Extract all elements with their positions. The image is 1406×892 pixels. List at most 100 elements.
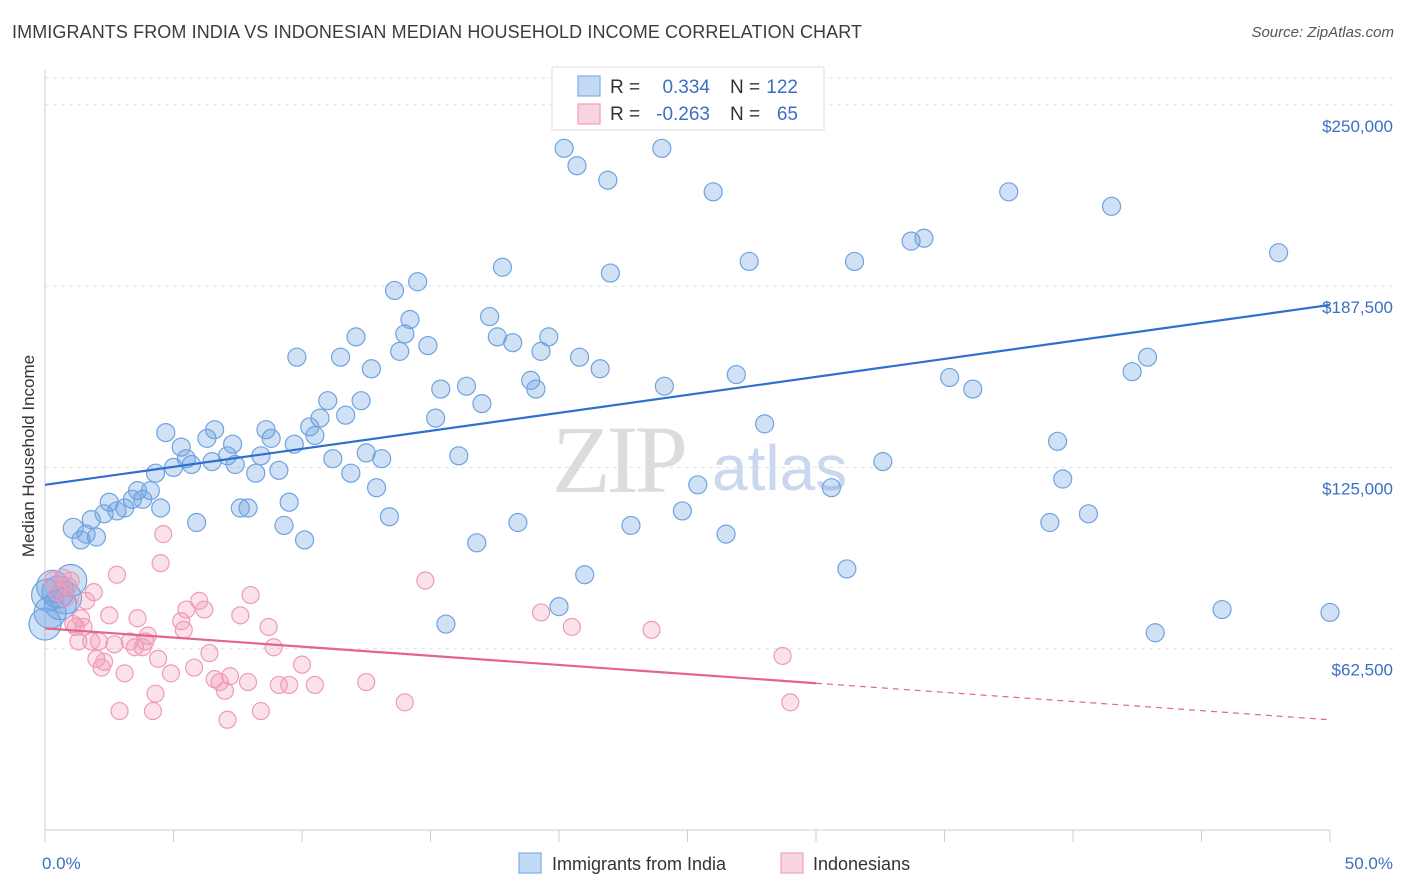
point-indonesians: [259, 617, 278, 637]
point-indonesians: [95, 652, 114, 671]
point-india: [716, 524, 736, 544]
point-india: [1101, 196, 1122, 216]
point-indonesians: [269, 675, 288, 695]
point-india: [575, 565, 595, 585]
axes: [44, 70, 1331, 842]
series-indonesians-points: [43, 525, 800, 729]
point-indonesians: [174, 620, 193, 639]
point-indonesians: [82, 632, 101, 651]
point-indonesians: [220, 667, 240, 686]
point-india: [43, 587, 78, 621]
point-indonesians: [280, 675, 299, 695]
x-tick-label-end: 50.0%: [1345, 854, 1393, 873]
point-indonesians: [190, 591, 209, 610]
point-india: [151, 498, 171, 518]
y-tick-labels: $62,500 $125,000 $187,500 $250,000: [1322, 117, 1393, 680]
point-india: [205, 420, 225, 440]
point-indonesians: [105, 635, 124, 654]
point-india: [395, 324, 415, 344]
point-india: [62, 517, 84, 539]
point-indonesians: [146, 684, 165, 703]
point-india: [1040, 512, 1060, 533]
point-india: [652, 138, 672, 158]
watermark-atlas: atlas: [712, 432, 847, 504]
trend-line-indonesians: [44, 627, 817, 685]
point-indonesians: [231, 606, 250, 625]
point-india: [305, 425, 325, 446]
point-india: [1078, 504, 1099, 524]
point-india: [554, 138, 574, 158]
point-indonesians: [61, 571, 80, 590]
point-indonesians: [210, 672, 229, 692]
legend-label-india: Immigrants from India: [552, 854, 727, 874]
point-india: [366, 478, 387, 498]
stats-box-frame: [551, 66, 825, 131]
point-india: [1268, 243, 1289, 263]
point-indonesians: [100, 606, 119, 625]
point-indonesians: [200, 643, 219, 663]
x-tick-label-start: 0.0%: [42, 854, 81, 873]
point-india: [323, 449, 343, 469]
legend-label-indonesians: Indonesians: [813, 854, 910, 874]
point-india: [176, 449, 196, 469]
point-india: [379, 507, 399, 527]
point-india: [426, 408, 446, 428]
point-india: [654, 376, 674, 396]
point-india: [269, 460, 289, 480]
source-label: Source: ZipAtlas.com: [1251, 24, 1394, 41]
point-indonesians: [357, 672, 376, 692]
point-india: [1137, 347, 1158, 367]
point-india: [384, 280, 405, 301]
stats-r-label: R =: [610, 77, 640, 98]
point-india: [156, 422, 176, 443]
point-indonesians: [218, 710, 237, 729]
point-india: [600, 263, 621, 283]
point-india: [330, 347, 351, 367]
point-india: [171, 437, 191, 457]
point-india: [279, 492, 299, 512]
point-india: [449, 446, 469, 466]
watermark: ZIP atlas: [552, 406, 847, 513]
legend-swatch-indonesians: [780, 852, 804, 874]
point-indonesians: [781, 693, 800, 712]
trend-line-india: [44, 303, 1331, 486]
point-india: [346, 327, 366, 347]
point-india: [688, 475, 708, 495]
point-indonesians: [110, 701, 129, 721]
point-india: [107, 501, 127, 521]
point-india: [351, 391, 371, 411]
point-indonesians: [84, 583, 103, 602]
stats-n-indonesians: 65: [777, 104, 798, 125]
point-india: [703, 182, 723, 202]
point-indonesians: [184, 658, 204, 677]
point-india: [261, 428, 281, 448]
point-india: [999, 182, 1019, 202]
point-india: [246, 463, 266, 483]
point-indonesians: [562, 617, 581, 637]
point-indonesians: [241, 585, 260, 605]
point-india: [1053, 469, 1073, 489]
stats-n-label-2: N =: [730, 104, 760, 125]
stats-n-label: N =: [730, 77, 760, 98]
point-indonesians: [177, 600, 196, 619]
point-india: [431, 379, 451, 399]
point-india: [503, 333, 523, 353]
y-tick-label: $250,000: [1322, 117, 1393, 136]
point-indonesians: [107, 565, 127, 584]
point-india: [467, 533, 487, 553]
point-india: [963, 379, 983, 399]
gridlines: [45, 77, 1395, 650]
point-indonesians: [305, 675, 324, 695]
legend-swatch-india: [518, 852, 542, 874]
point-indonesians: [115, 664, 134, 683]
point-india: [238, 498, 258, 518]
point-india: [569, 347, 590, 367]
point-indonesians: [292, 655, 312, 674]
point-indonesians: [642, 620, 661, 639]
point-india: [739, 251, 759, 272]
watermark-zip: ZIP: [552, 406, 685, 513]
point-india: [223, 434, 243, 454]
point-india: [940, 367, 960, 388]
point-india: [549, 597, 569, 617]
